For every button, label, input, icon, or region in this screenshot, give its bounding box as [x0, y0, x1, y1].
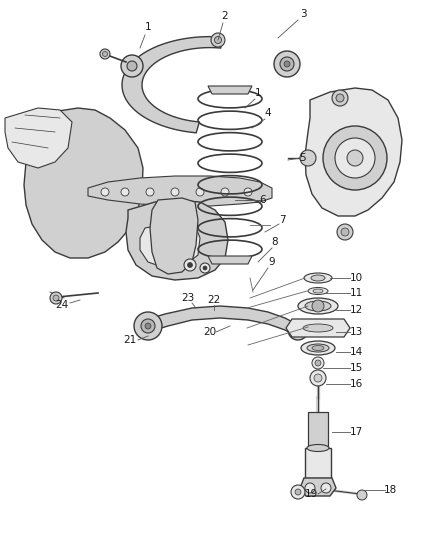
- Text: 21: 21: [124, 335, 137, 345]
- Circle shape: [146, 188, 154, 196]
- Circle shape: [332, 90, 348, 106]
- Circle shape: [347, 150, 363, 166]
- Circle shape: [211, 33, 225, 47]
- Polygon shape: [126, 200, 228, 280]
- Polygon shape: [308, 412, 328, 448]
- Text: 5: 5: [300, 153, 306, 163]
- Text: 8: 8: [272, 237, 278, 247]
- Circle shape: [50, 292, 62, 304]
- Text: 4: 4: [265, 108, 271, 118]
- Text: 17: 17: [350, 427, 363, 437]
- Circle shape: [312, 300, 324, 312]
- Circle shape: [357, 490, 367, 500]
- Text: 23: 23: [181, 293, 194, 303]
- Text: 18: 18: [383, 485, 397, 495]
- Ellipse shape: [311, 275, 325, 281]
- Text: 24: 24: [55, 300, 69, 310]
- Circle shape: [141, 319, 155, 333]
- Circle shape: [200, 263, 210, 273]
- Ellipse shape: [301, 341, 335, 355]
- Circle shape: [305, 483, 315, 493]
- Ellipse shape: [304, 273, 332, 283]
- Circle shape: [312, 357, 324, 369]
- Circle shape: [134, 312, 162, 340]
- Ellipse shape: [298, 298, 338, 314]
- Text: 1: 1: [145, 22, 151, 32]
- Circle shape: [244, 188, 252, 196]
- Circle shape: [315, 360, 321, 366]
- Circle shape: [295, 489, 301, 495]
- Text: 22: 22: [207, 295, 221, 305]
- Circle shape: [300, 150, 316, 166]
- Polygon shape: [122, 37, 224, 133]
- Polygon shape: [10, 108, 143, 258]
- Polygon shape: [300, 478, 336, 496]
- Polygon shape: [140, 222, 200, 268]
- Text: 6: 6: [260, 195, 266, 205]
- Circle shape: [187, 262, 192, 268]
- Circle shape: [336, 94, 344, 102]
- Polygon shape: [286, 319, 350, 337]
- Circle shape: [53, 295, 59, 301]
- Circle shape: [310, 370, 326, 386]
- Text: 14: 14: [350, 347, 363, 357]
- Circle shape: [341, 228, 349, 236]
- Polygon shape: [305, 448, 331, 478]
- Text: 1: 1: [254, 88, 261, 98]
- Circle shape: [145, 323, 151, 329]
- Text: 7: 7: [279, 215, 285, 225]
- Circle shape: [127, 61, 137, 71]
- Text: 11: 11: [350, 288, 363, 298]
- Circle shape: [337, 224, 353, 240]
- Circle shape: [288, 320, 308, 340]
- Text: 9: 9: [268, 257, 276, 267]
- Text: 12: 12: [350, 305, 363, 315]
- Circle shape: [102, 52, 107, 56]
- Polygon shape: [208, 256, 252, 264]
- Text: 15: 15: [350, 363, 363, 373]
- Circle shape: [184, 259, 196, 271]
- Text: 20: 20: [203, 327, 216, 337]
- Circle shape: [291, 485, 305, 499]
- Ellipse shape: [305, 301, 331, 311]
- Ellipse shape: [307, 445, 329, 451]
- Text: 10: 10: [350, 273, 363, 283]
- Circle shape: [314, 374, 322, 382]
- Circle shape: [274, 51, 300, 77]
- Text: 19: 19: [304, 489, 318, 499]
- Circle shape: [284, 61, 290, 67]
- Polygon shape: [145, 306, 298, 337]
- Ellipse shape: [307, 344, 329, 352]
- Polygon shape: [150, 198, 198, 274]
- Text: 13: 13: [350, 327, 363, 337]
- Text: 2: 2: [222, 11, 228, 21]
- Circle shape: [335, 138, 375, 178]
- Ellipse shape: [303, 324, 333, 332]
- Text: 16: 16: [350, 379, 363, 389]
- Ellipse shape: [312, 345, 324, 351]
- Ellipse shape: [313, 289, 323, 293]
- Circle shape: [215, 36, 222, 44]
- Circle shape: [196, 188, 204, 196]
- Circle shape: [101, 188, 109, 196]
- Polygon shape: [88, 176, 272, 206]
- Circle shape: [323, 126, 387, 190]
- Text: 3: 3: [300, 9, 306, 19]
- Polygon shape: [305, 88, 402, 216]
- Circle shape: [321, 483, 331, 493]
- Circle shape: [203, 266, 207, 270]
- Circle shape: [121, 188, 129, 196]
- Circle shape: [100, 49, 110, 59]
- Circle shape: [171, 188, 179, 196]
- Circle shape: [280, 57, 294, 71]
- Polygon shape: [5, 108, 72, 168]
- Circle shape: [221, 188, 229, 196]
- Circle shape: [121, 55, 143, 77]
- Ellipse shape: [308, 287, 328, 295]
- Circle shape: [293, 325, 303, 335]
- Polygon shape: [208, 86, 252, 94]
